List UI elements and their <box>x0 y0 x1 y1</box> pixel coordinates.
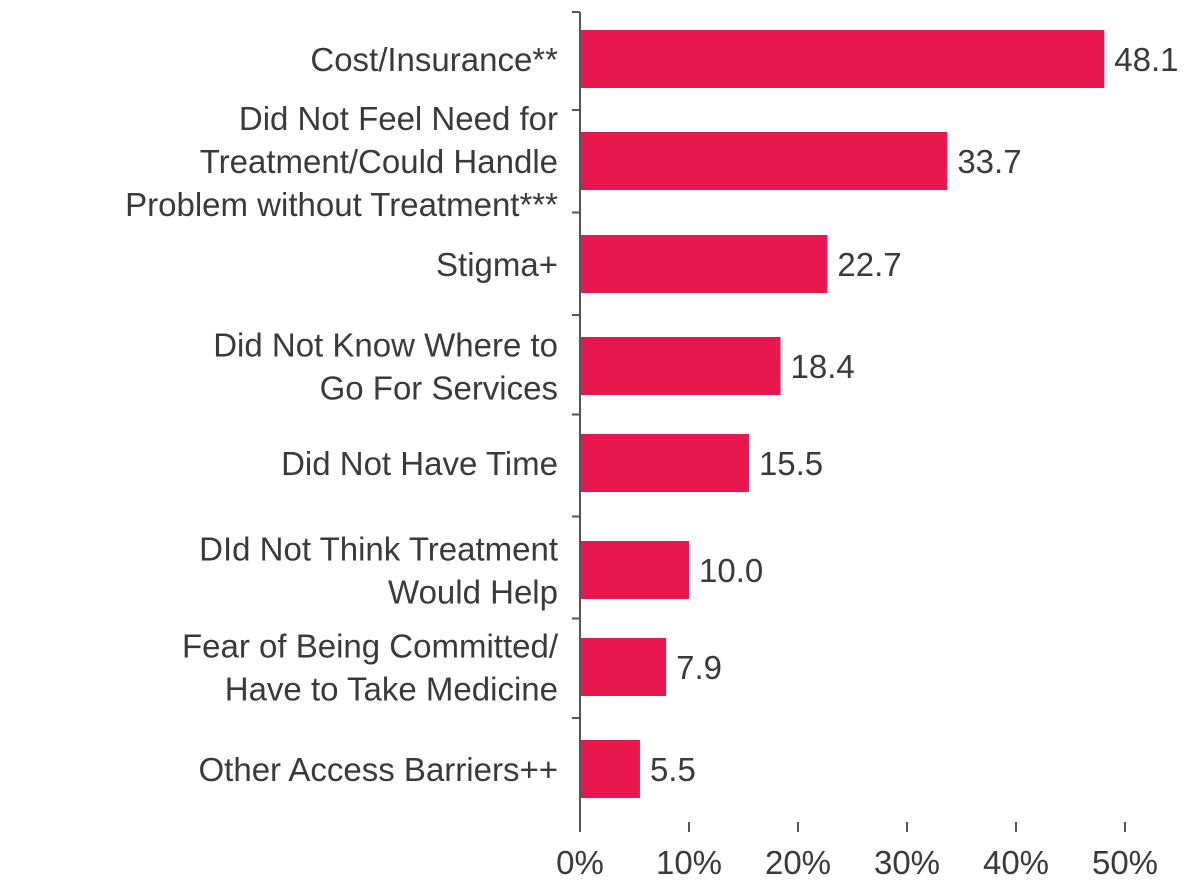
category-label-line: Did Not Know Where to <box>213 327 558 364</box>
bar <box>580 337 781 395</box>
x-tick-label: 50% <box>1092 844 1158 881</box>
bar <box>580 235 828 293</box>
category-label: Cost/Insurance** <box>310 41 558 78</box>
x-tick-label: 30% <box>874 844 940 881</box>
category-label-line: Would Help <box>388 574 558 611</box>
x-tick-label: 10% <box>656 844 722 881</box>
value-label: 15.5 <box>759 445 823 482</box>
category-label: Stigma+ <box>436 246 558 283</box>
bar <box>580 30 1105 88</box>
value-label: 5.5 <box>650 751 696 788</box>
category-label: DId Not Think Treatment Would Help <box>199 531 558 611</box>
category-label-line: Have to Take Medicine <box>225 671 558 708</box>
bar <box>580 132 948 190</box>
category-label: Did Not Know Where to Go For Services <box>213 327 558 407</box>
category-label-line: DId Not Think Treatment <box>199 531 558 568</box>
category-label-line: Other Access Barriers++ <box>199 751 558 788</box>
y-axis-ticks <box>572 11 580 719</box>
category-label-line: Problem without Treatment*** <box>125 186 558 223</box>
value-label: 33.7 <box>957 143 1021 180</box>
bar <box>580 638 667 696</box>
category-label-line: Fear of Being Committed/ <box>182 628 559 665</box>
value-labels: 48.1 33.7 22.7 18.4 15.5 10.0 7.9 5.5 <box>650 41 1179 788</box>
bar <box>580 740 640 798</box>
x-tick-label: 0% <box>556 844 604 881</box>
category-label: Fear of Being Committed/Have to Take Med… <box>182 628 559 708</box>
value-label: 18.4 <box>791 348 855 385</box>
x-tick-label: 40% <box>983 844 1049 881</box>
category-label: Did Not Have Time <box>281 445 558 482</box>
value-label: 10.0 <box>699 552 763 589</box>
value-label: 48.1 <box>1114 41 1178 78</box>
value-label: 22.7 <box>837 246 901 283</box>
category-label-line: Treatment/Could Handle <box>200 143 558 180</box>
category-label-line: Cost/Insurance** <box>310 41 558 78</box>
bar <box>580 541 689 599</box>
category-label-line: Go For Services <box>320 370 558 407</box>
bar <box>580 434 749 492</box>
category-label: Did Not Feel Need for Treatment/Could Han… <box>125 100 558 223</box>
value-label: 7.9 <box>676 649 722 686</box>
x-tick-label: 20% <box>765 844 831 881</box>
category-label-line: Did Not Have Time <box>281 445 558 482</box>
category-label-line: Did Not Feel Need for <box>239 100 558 137</box>
category-labels: Cost/Insurance** Did Not Feel Need for Tre… <box>125 41 559 788</box>
category-label: Other Access Barriers++ <box>199 751 558 788</box>
category-label-line: Stigma+ <box>436 246 558 283</box>
x-axis: 0% 10% 20% 30% 40% 50% <box>556 822 1158 881</box>
bars-group <box>580 30 1105 798</box>
